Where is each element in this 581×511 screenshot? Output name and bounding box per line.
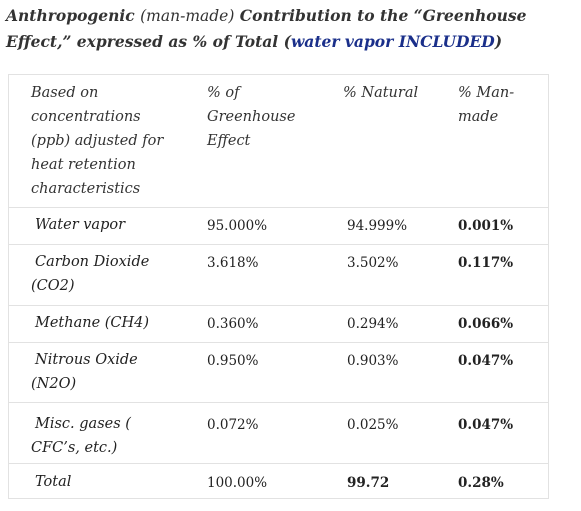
greenhouse-table: Based on concentrations (ppb) adjusted f… <box>8 74 549 499</box>
row-label: Misc. gases ( CFC’s, etc.) <box>31 416 131 456</box>
table-row: Nitrous Oxide (N2O) 0.950% 0.903% 0.047% <box>9 342 548 403</box>
header-basis: Based on concentrations (ppb) adjusted f… <box>31 85 164 197</box>
title-part-5: ) <box>494 32 503 51</box>
title-part-3: Contribution to the “Greenhouse Effect,”… <box>6 6 527 51</box>
row-label: Carbon Dioxide (CO2) <box>31 254 150 294</box>
row-greenhouse: 0.072% <box>207 417 259 433</box>
row-label: Nitrous Oxide (N2O) <box>31 352 138 392</box>
row-natural: 94.999% <box>347 218 408 234</box>
title-part-2: (man-made) <box>140 7 235 25</box>
header-greenhouse-effect: % of Greenhouse Effect <box>207 85 296 149</box>
row-man-made: 0.066% <box>458 316 514 332</box>
row-natural: 99.72 <box>347 475 390 491</box>
row-man-made: 0.28% <box>458 475 504 491</box>
table-row: Carbon Dioxide (CO2) 3.618% 3.502% 0.117… <box>9 244 548 306</box>
table-row: Methane (CH4) 0.360% 0.294% 0.066% <box>9 305 548 343</box>
row-natural: 3.502% <box>347 255 399 271</box>
header-natural: % Natural <box>343 85 419 101</box>
header-man-made: % Man-made <box>458 85 515 125</box>
row-label: Water vapor <box>35 217 126 233</box>
row-natural: 0.025% <box>347 417 399 433</box>
table-header-row: Based on concentrations (ppb) adjusted f… <box>9 75 548 208</box>
row-natural: 0.903% <box>347 353 399 369</box>
row-label: Methane (CH4) <box>35 315 150 331</box>
row-man-made: 0.047% <box>458 417 514 433</box>
row-man-made: 0.047% <box>458 353 514 369</box>
row-label: Total <box>35 474 72 490</box>
row-greenhouse: 0.360% <box>207 316 259 332</box>
row-greenhouse: 100.00% <box>207 475 268 491</box>
title-part-4: water vapor INCLUDED <box>290 32 495 51</box>
title-part-1: Anthropogenic <box>6 6 141 25</box>
row-man-made: 0.001% <box>458 218 514 234</box>
row-man-made: 0.117% <box>458 255 514 271</box>
row-greenhouse: 95.000% <box>207 218 268 234</box>
page-title: Anthropogenic (man-made) Contribution to… <box>6 3 576 54</box>
table-row: Misc. gases ( CFC’s, etc.) 0.072% 0.025%… <box>9 402 548 464</box>
row-greenhouse: 3.618% <box>207 255 259 271</box>
row-natural: 0.294% <box>347 316 399 332</box>
table-row-total: Total 100.00% 99.72 0.28% <box>9 463 548 498</box>
row-greenhouse: 0.950% <box>207 353 259 369</box>
table-row: Water vapor 95.000% 94.999% 0.001% <box>9 207 548 245</box>
